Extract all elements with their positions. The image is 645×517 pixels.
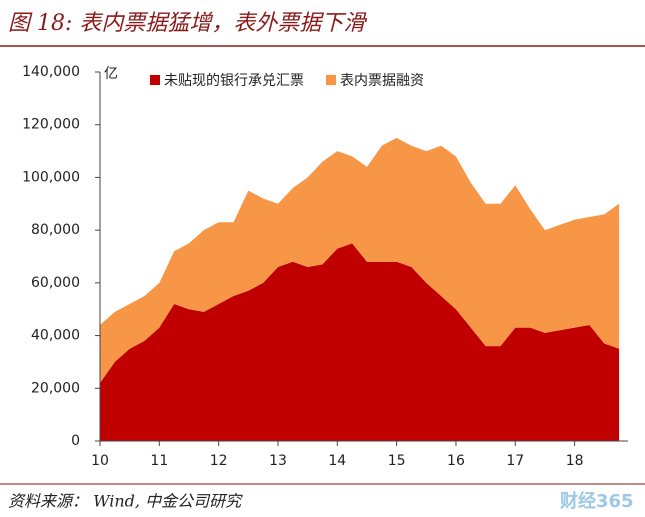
x-tick-label: 13 xyxy=(269,453,287,469)
source: 资料来源： Wind, 中金公司研究 xyxy=(8,492,243,511)
x-tick-label: 17 xyxy=(506,453,524,469)
x-tick-label: 16 xyxy=(447,453,465,469)
x-tick-label: 14 xyxy=(328,453,346,469)
legend-swatch xyxy=(326,75,336,85)
x-tick-label: 10 xyxy=(91,453,109,469)
x-tick-label: 15 xyxy=(388,453,406,469)
legend-label: 未贴现的银行承兑汇票 xyxy=(164,73,304,89)
x-tick-label: 12 xyxy=(210,453,228,469)
chart-title: 图 18: 表内票据猛增，表外票据下滑 xyxy=(8,11,367,36)
legend-label: 表内票据融资 xyxy=(340,73,424,89)
x-tick-label: 11 xyxy=(150,453,168,469)
y-tick-label: 60,000 xyxy=(31,275,80,291)
y-tick-label: 20,000 xyxy=(31,380,80,396)
x-tick-label: 18 xyxy=(566,453,584,469)
area xyxy=(100,243,620,441)
y-tick-label: 100,000 xyxy=(22,169,80,185)
y-tick-label: 80,000 xyxy=(31,222,80,238)
y-tick-label: 0 xyxy=(71,433,80,449)
y-tick-label: 40,000 xyxy=(31,328,80,344)
y-tick-label: 140,000 xyxy=(22,64,80,80)
watermark: 财经365 xyxy=(560,490,634,512)
legend-swatch xyxy=(150,75,160,85)
y-tick-label: 120,000 xyxy=(22,117,80,133)
area xyxy=(100,137,620,384)
y-unit: 亿 xyxy=(104,66,118,82)
